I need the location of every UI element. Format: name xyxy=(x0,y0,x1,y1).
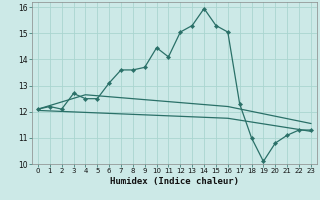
X-axis label: Humidex (Indice chaleur): Humidex (Indice chaleur) xyxy=(110,177,239,186)
